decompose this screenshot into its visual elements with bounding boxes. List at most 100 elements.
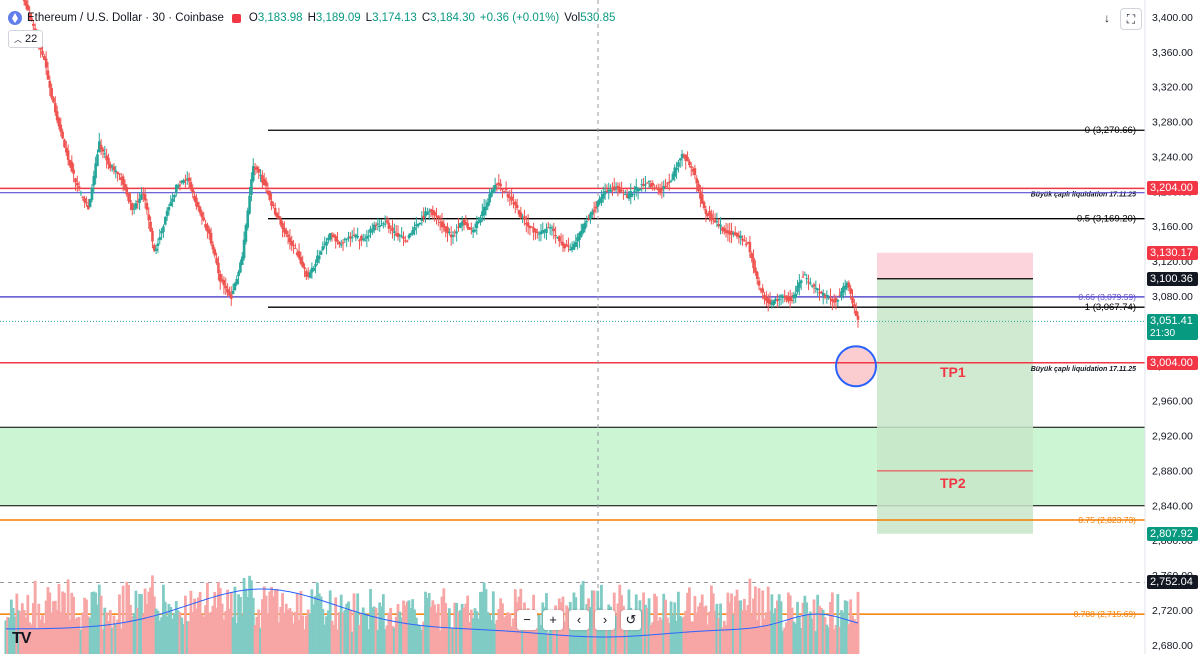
candle-body: [503, 191, 506, 193]
volume-bar: [359, 612, 363, 654]
volume-bar: [275, 588, 279, 654]
volume-bar: [741, 610, 744, 654]
volume-bar: [119, 628, 123, 654]
candle-body: [741, 238, 744, 241]
volume-bar: [807, 613, 810, 654]
candle-body: [303, 267, 306, 269]
volume-bar: [189, 590, 193, 654]
scroll-left-button[interactable]: ‹: [569, 610, 589, 630]
candle-body: [543, 230, 546, 232]
volume-bar: [92, 591, 96, 654]
volume-bar: [471, 618, 475, 654]
volume-bar: [504, 615, 508, 654]
volume-bar: [196, 597, 200, 654]
volume-bar: [337, 612, 341, 654]
candle-body: [149, 221, 152, 232]
volume-bar: [711, 593, 715, 654]
symbol-title[interactable]: Ethereum / U.S. Dollar · 30 · Coinbase: [27, 12, 224, 24]
zoom-out-button[interactable]: −: [517, 610, 537, 630]
candle-body: [57, 118, 61, 127]
candle-body: [539, 231, 543, 235]
candle-body: [583, 222, 587, 230]
candle-body: [528, 226, 532, 229]
volume-bar: [761, 590, 765, 654]
candle-body: [673, 167, 677, 177]
candle-body: [457, 226, 460, 228]
candle-body: [704, 209, 708, 214]
volume-bar: [145, 603, 149, 654]
volume-bar: [370, 607, 374, 654]
candle-body: [268, 191, 272, 200]
volume-bar: [812, 599, 816, 654]
volume-bar: [147, 591, 151, 654]
candle-body: [774, 298, 777, 301]
volume-bar: [682, 616, 686, 654]
candle-body: [297, 251, 301, 258]
volume-bar: [792, 621, 796, 654]
volume-bar: [222, 619, 226, 654]
candle-body: [360, 235, 363, 241]
candle-body: [783, 295, 786, 297]
volume-bar: [152, 596, 156, 654]
scroll-right-button[interactable]: ›: [595, 610, 615, 630]
candle-body: [158, 237, 162, 240]
volume-bar: [39, 619, 43, 654]
candle-body: [803, 274, 807, 276]
volume-bar: [636, 624, 640, 654]
candle-body: [629, 191, 633, 198]
candle-body: [853, 304, 856, 307]
reset-chart-button[interactable]: ↺: [621, 610, 641, 630]
candle-body: [600, 197, 603, 203]
volume-bar: [336, 629, 339, 654]
volume-bar: [206, 582, 209, 654]
volume-bar: [185, 620, 189, 654]
candle-body: [596, 200, 600, 207]
candle-body: [625, 195, 629, 198]
candle-body: [396, 233, 400, 237]
candle-body: [350, 237, 354, 239]
candle-body: [477, 221, 480, 223]
y-tick-label: 2,680.00: [1152, 640, 1193, 652]
volume-bar: [217, 581, 220, 654]
volume-bar: [647, 598, 651, 654]
candle-body: [688, 161, 691, 166]
candle-body: [270, 200, 273, 206]
candle-body: [634, 186, 638, 190]
volume-bar: [403, 605, 407, 654]
volume-bar: [656, 620, 660, 654]
volume-bar: [304, 615, 308, 654]
candle-body: [165, 210, 169, 217]
candle-body: [490, 191, 493, 197]
candle-body: [24, 0, 28, 6]
volume-bar: [268, 591, 272, 654]
fullscreen-icon[interactable]: ⛶: [1120, 8, 1142, 30]
candle-body: [459, 223, 462, 228]
volume-bar: [832, 629, 836, 654]
candle-body: [514, 201, 517, 206]
candle-body: [849, 288, 852, 294]
candle-body: [821, 292, 825, 296]
volume-bar: [279, 606, 283, 654]
candle-body: [726, 230, 730, 234]
volume-bar: [567, 607, 570, 654]
volume-bar: [755, 619, 759, 654]
volume-bar: [50, 612, 54, 654]
candle-body: [437, 216, 440, 219]
volume-bar: [15, 593, 19, 654]
volume-bar: [42, 623, 46, 654]
candle-body: [557, 236, 561, 242]
volume-bar: [764, 612, 768, 654]
candle-body: [174, 184, 178, 194]
volume-bar: [689, 621, 693, 654]
y-tick-label: 3,280.00: [1152, 117, 1193, 129]
volume-bar: [691, 621, 695, 654]
volume-bar: [297, 619, 301, 654]
zoom-in-button[interactable]: +: [543, 610, 563, 630]
arrow-down-icon[interactable]: ↓: [1097, 8, 1117, 28]
volume-bar: [262, 586, 266, 654]
volume-bar: [524, 618, 528, 654]
candle-body: [119, 177, 123, 181]
indicators-toggle[interactable]: ︿ 22: [8, 30, 44, 48]
candle-body: [220, 279, 224, 282]
